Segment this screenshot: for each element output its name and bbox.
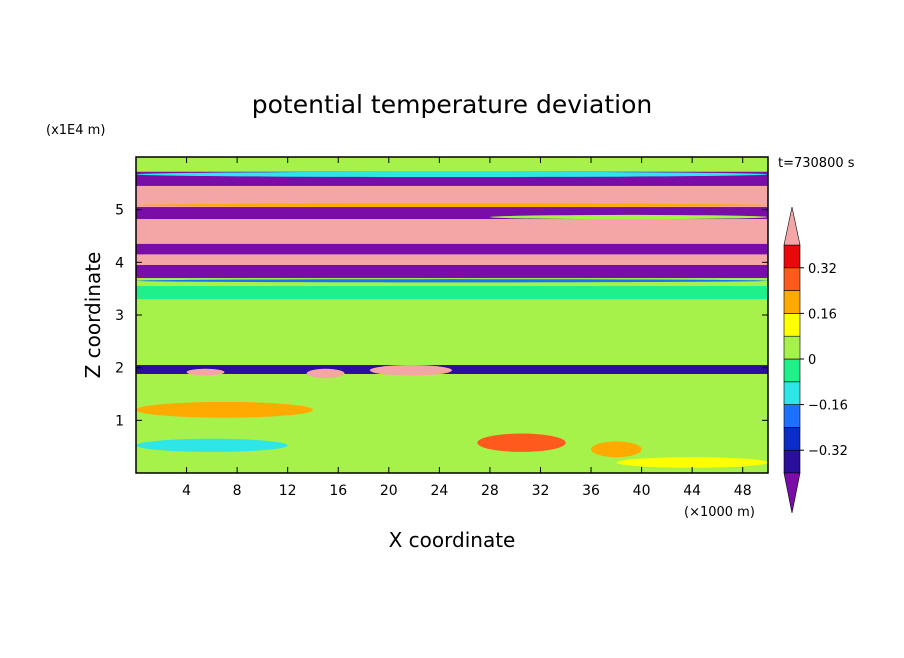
y-axis: 1 2 3 4 5: [115, 203, 768, 429]
y-tick-label: 4: [115, 255, 124, 271]
contour-patch: [489, 214, 768, 220]
x-tick-label: 16: [329, 483, 347, 499]
y-tick-label: 5: [115, 203, 124, 219]
x-tick-label: 28: [481, 483, 499, 499]
x-tick-label: 24: [430, 483, 448, 499]
colorbar-tick-label: 0: [808, 353, 816, 368]
contour-band: [136, 373, 768, 394]
contour-patch: [136, 279, 768, 283]
x-unit-label: (×1000 m): [684, 505, 755, 520]
contour-patch: [136, 401, 313, 418]
colorbar-box: [783, 267, 801, 291]
x-tick-label: 44: [683, 483, 701, 499]
x-tick-label: 8: [233, 483, 242, 499]
contour-band: [136, 185, 768, 208]
chart-title: potential temperature deviation: [252, 90, 652, 119]
y-unit-label: (x1E4 m): [46, 123, 105, 138]
x-tick-label: 48: [734, 483, 752, 499]
contour-patch: [136, 171, 768, 178]
colorbar-box: [783, 404, 801, 428]
y-tick-label: 3: [115, 308, 124, 324]
colorbar-box: [783, 358, 801, 383]
x-tick-label: 32: [532, 483, 550, 499]
contour-patch: [477, 433, 566, 452]
colorbar-box: [783, 381, 801, 405]
contour-patch: [616, 457, 768, 468]
colorbar-tick-label: 0.32: [808, 262, 837, 277]
x-axis: 4 8 12 16 20 24 28 32 36 40 44 48: [182, 157, 752, 499]
contour-patch: [306, 368, 345, 379]
contour-patch: [591, 441, 642, 458]
contour-patch: [369, 365, 453, 376]
contour-band: [136, 157, 768, 172]
x-tick-label: 12: [279, 483, 297, 499]
plot-area: [136, 157, 768, 473]
x-tick-label: 40: [633, 483, 651, 499]
x-tick-label: 4: [182, 483, 191, 499]
contour-patch: [186, 368, 225, 376]
contour-band: [136, 254, 768, 265]
contour-band: [136, 299, 768, 358]
colorbar-tick-label: −0.32: [808, 444, 848, 459]
colorbar-box: [783, 313, 801, 337]
contour-band: [136, 365, 768, 374]
colorbar-min-triangle: [783, 472, 801, 514]
x-tick-label: 20: [380, 483, 398, 499]
colorbar-max-triangle: [783, 206, 801, 246]
colorbar-tick-label: −0.16: [808, 399, 848, 414]
colorbar-box: [783, 244, 801, 269]
x-axis-title: X coordinate: [389, 528, 516, 552]
contour-patch: [136, 203, 768, 208]
colorbar-box: [783, 427, 801, 451]
contour-band: [136, 243, 768, 255]
y-tick-label: 1: [115, 413, 124, 429]
contour-band: [136, 219, 768, 244]
y-tick-label: 2: [115, 361, 124, 377]
colorbar-box: [783, 290, 801, 314]
y-axis-title: Z coordinate: [81, 252, 105, 379]
contour-patch: [136, 438, 288, 452]
time-label: t=730800 s: [778, 156, 855, 171]
contour-band: [136, 264, 768, 279]
colorbar-box: [783, 335, 801, 360]
colorbar: 0.32 0.16 0 −0.16 −0.32: [783, 206, 848, 514]
colorbar-box: [783, 449, 801, 474]
colorbar-tick-label: 0.16: [808, 307, 837, 322]
contour-band: [136, 286, 768, 300]
x-tick-label: 36: [582, 483, 600, 499]
